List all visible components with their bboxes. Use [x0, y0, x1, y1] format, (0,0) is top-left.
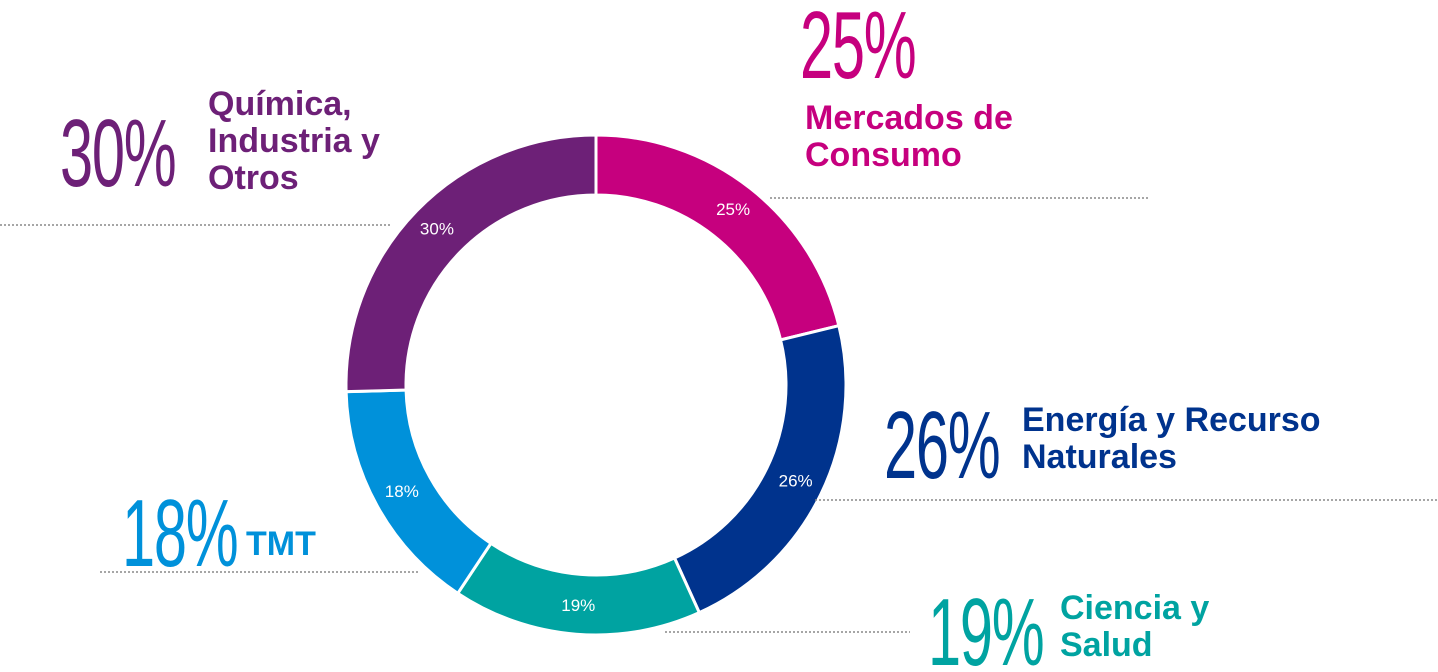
percent-label: 19% [928, 579, 1045, 672]
category-label: TMT [246, 525, 316, 563]
segment-label: 26% [779, 472, 813, 491]
donut-segment [455, 541, 702, 637]
segment-label: 30% [420, 220, 454, 239]
category-label: Ciencia y Salud [1060, 589, 1210, 664]
category-label: Energía y Recurso Naturales [1022, 401, 1321, 476]
segment-label: 18% [385, 482, 419, 501]
donut-segment [594, 133, 841, 342]
category-label: Química, Industria y Otros [208, 85, 380, 197]
donut-segment [672, 323, 848, 615]
donut-segment [344, 133, 598, 394]
category-label: Mercados de Consumo [805, 99, 1013, 174]
percent-label: 18% [122, 480, 239, 587]
segment-label: 25% [716, 200, 750, 219]
percent-label: 25% [800, 0, 917, 99]
segment-label: 19% [561, 596, 595, 615]
percent-label: 30% [60, 100, 177, 207]
percent-label: 26% [884, 392, 1001, 499]
